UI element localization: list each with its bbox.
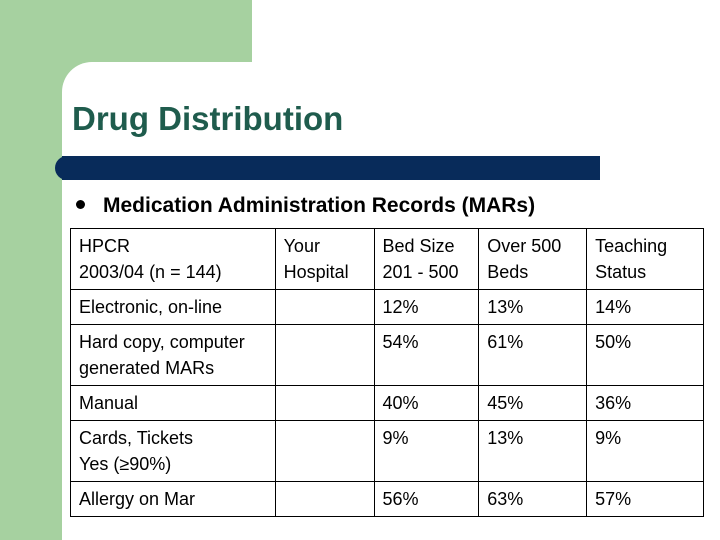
cell-teaching: 57% [586,481,704,517]
table-row: Manual 40% 45% 36% [70,385,704,421]
cell-teaching: 9% [586,420,704,482]
cell-your-hospital [274,481,375,517]
header-your-hospital: Your Hospital [274,228,375,290]
header-teaching: Teaching Status [586,228,704,290]
header-over-500: Over 500 Beds [478,228,588,290]
row-label: Manual [70,385,276,421]
row-label-line1: Hard copy, computer [79,332,245,352]
header-hpcr: HPCR 2003/04 (n = 144) [70,228,276,290]
cell-bed-201-500: 12% [373,289,480,325]
header-bed-size: Bed Size 201 - 500 [373,228,480,290]
bullet-dot-icon [76,199,85,209]
table-header-row: HPCR 2003/04 (n = 144) Your Hospital Bed… [70,228,704,290]
header-over-500-line2: Beds [487,262,529,282]
header-bed-size-line2: 201 - 500 [382,262,459,282]
table-row: Cards, Tickets Yes (≥90%) 9% 13% 9% [70,420,704,482]
row-label-line1: Allergy on Mar [79,489,196,509]
cell-your-hospital [274,289,375,325]
header-teaching-line2: Status [595,262,647,282]
cell-your-hospital [274,324,375,386]
slide-title: Drug Distribution [72,100,344,137]
title-underline-bar [62,156,600,180]
row-label: Electronic, on-line [70,289,276,325]
cell-teaching: 14% [586,289,704,325]
header-over-500-line1: Over 500 [487,236,562,256]
header-hpcr-line2: 2003/04 (n = 144) [79,262,222,282]
background-green-strip [0,200,62,540]
cell-your-hospital [274,385,375,421]
cell-teaching: 50% [586,324,704,386]
cell-bed-201-500: 56% [373,481,480,517]
cell-bed-201-500: 54% [373,324,480,386]
bullet-item: Medication Administration Records (MARs) [76,194,535,218]
cell-bed-201-500: 9% [373,420,480,482]
row-label-line1: Manual [79,393,139,413]
header-teaching-line1: Teaching [595,236,668,256]
table-row: Allergy on Mar 56% 63% 57% [70,481,704,517]
mars-table: HPCR 2003/04 (n = 144) Your Hospital Bed… [70,228,704,517]
table-row: Electronic, on-line 12% 13% 14% [70,289,704,325]
cell-your-hospital [274,420,375,482]
cell-over-500: 45% [478,385,588,421]
bullet-text: Medication Administration Records (MARs) [103,194,536,217]
cell-bed-201-500: 40% [373,385,480,421]
row-label-line1: Electronic, on-line [79,297,223,317]
row-label: Cards, Tickets Yes (≥90%) [70,420,276,482]
header-hpcr-line1: HPCR [79,236,131,256]
row-label-line1: Cards, Tickets [79,428,194,448]
row-label-line2: Yes (≥90%) [79,454,172,474]
row-label: Allergy on Mar [70,481,276,517]
row-label-line2: generated MARs [79,358,215,378]
row-label: Hard copy, computer generated MARs [70,324,276,386]
cell-over-500: 13% [478,289,588,325]
cell-over-500: 63% [478,481,588,517]
cell-teaching: 36% [586,385,704,421]
table-row: Hard copy, computer generated MARs 54% 6… [70,324,704,386]
cell-over-500: 13% [478,420,588,482]
cell-over-500: 61% [478,324,588,386]
header-bed-size-line1: Bed Size [382,236,455,256]
